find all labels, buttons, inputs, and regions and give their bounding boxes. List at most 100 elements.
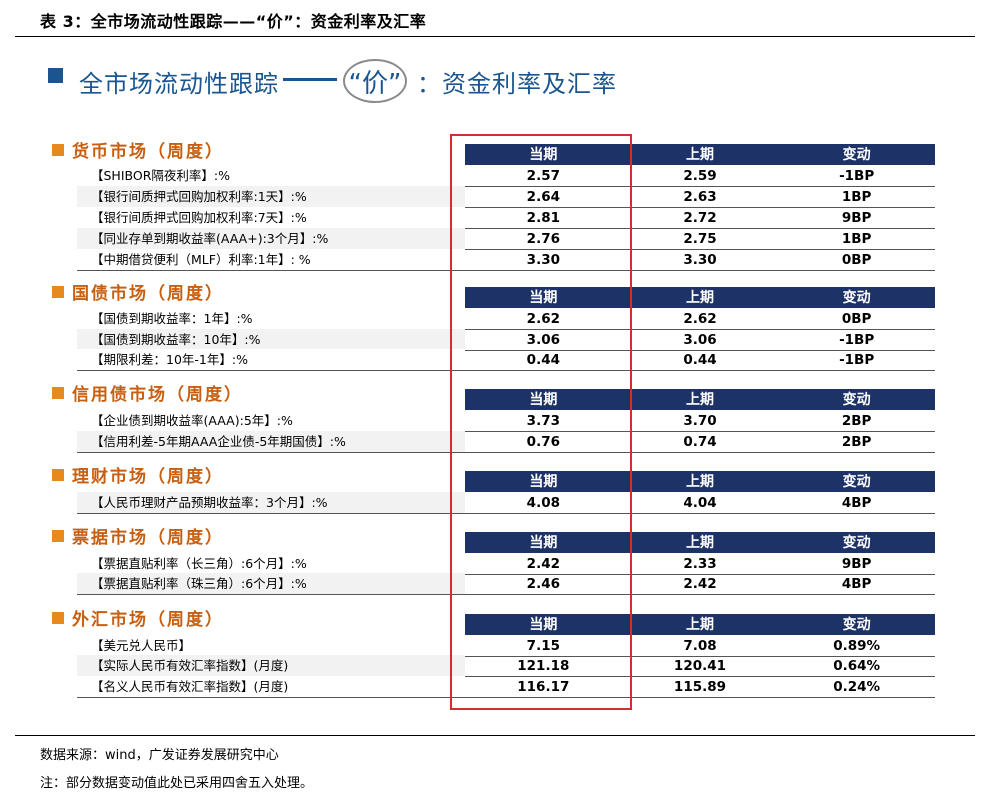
- main-title-part1: 全市场流动性跟踪: [79, 69, 279, 98]
- row-label: 【票据直贴利率（珠三角）:6个月】:%: [77, 573, 465, 594]
- row-current: 3.30: [526, 252, 560, 268]
- row-change: 0.89%: [833, 638, 881, 654]
- row-current: 2.76: [526, 231, 560, 247]
- row-previous: 2.72: [683, 210, 717, 226]
- row-label: 【国债到期收益率：10年】:%: [77, 329, 465, 350]
- data-source: 数据来源：wind，广发证券发展研究中心: [40, 748, 279, 763]
- header-current: 当期: [529, 290, 558, 306]
- row-current: 116.17: [517, 679, 570, 695]
- section-title-money-market: 货币市场（周度）: [52, 137, 224, 162]
- row-previous: 2.75: [683, 231, 717, 247]
- header-current: 当期: [529, 147, 558, 163]
- row-label: 【同业存单到期收益率(AAA+):3个月】:%: [77, 228, 465, 249]
- row-change: 0.24%: [833, 679, 881, 695]
- row-previous: 120.41: [673, 658, 727, 674]
- table-row: 【企业债到期收益率(AAA):5年】:% 3.73 3.70 2BP: [77, 410, 935, 432]
- row-label: 【银行间质押式回购加权利率:1天】:%: [77, 186, 465, 207]
- header-change: 变动: [842, 535, 871, 551]
- section-title-credit-bond-market: 信用债市场（周度）: [52, 380, 243, 405]
- section-bullet-icon: [52, 285, 64, 298]
- row-label: 【期限利差：10年-1年】:%: [77, 349, 465, 370]
- table-row: 【国债到期收益率：10年】:% 3.06 3.06 -1BP: [77, 329, 935, 351]
- header-previous: 上期: [685, 535, 714, 551]
- row-previous: 3.06: [683, 332, 717, 348]
- row-label: 【银行间质押式回购加权利率:7天】:%: [77, 207, 465, 228]
- row-current: 0.44: [526, 352, 560, 368]
- row-label: 【SHIBOR隔夜利率】:%: [77, 165, 465, 186]
- row-change: 9BP: [841, 210, 872, 226]
- table-row: 【票据直贴利率（长三角）:6个月】:% 2.42 2.33 9BP: [77, 553, 935, 575]
- row-change: 0BP: [841, 252, 872, 268]
- header-current: 当期: [529, 392, 558, 408]
- table-header: 当期 上期 变动: [465, 389, 935, 410]
- row-current: 2.81: [526, 210, 560, 226]
- row-previous: 2.59: [683, 168, 717, 184]
- row-change: 2BP: [841, 434, 872, 450]
- header-change: 变动: [842, 147, 871, 163]
- table-row: 【SHIBOR隔夜利率】:% 2.57 2.59 -1BP: [77, 165, 935, 187]
- bottom-rule: [15, 735, 975, 736]
- row-current: 121.18: [517, 658, 570, 674]
- row-change: -1BP: [839, 332, 875, 348]
- row-current: 2.42: [526, 556, 560, 572]
- table-row: 【美元兑人民币】 7.15 7.08 0.89%: [77, 635, 935, 657]
- row-previous: 115.89: [673, 679, 727, 695]
- table-header: 当期 上期 变动: [465, 287, 935, 308]
- section-bullet-icon: [52, 143, 64, 156]
- header-previous: 上期: [685, 474, 714, 490]
- row-current: 4.08: [526, 495, 560, 511]
- section-bullet-icon: [52, 468, 64, 481]
- table-row: 【期限利差：10年-1年】:% 0.44 0.44 -1BP: [77, 349, 935, 371]
- row-change: 4BP: [841, 495, 872, 511]
- table-row: 【国债到期收益率：1年】:% 2.62 2.62 0BP: [77, 308, 935, 330]
- row-change: 1BP: [841, 231, 872, 247]
- header-current: 当期: [529, 474, 558, 490]
- row-current: 2.62: [526, 311, 560, 327]
- table-row: 【实际人民币有效汇率指数】(月度) 121.18 120.41 0.64%: [77, 655, 935, 677]
- title-square-icon: [48, 67, 63, 83]
- section-title-text: 票据市场（周度）: [72, 528, 224, 548]
- row-label: 【企业债到期收益率(AAA):5年】:%: [77, 410, 465, 431]
- row-current: 7.15: [526, 638, 560, 654]
- header-change: 变动: [842, 474, 871, 490]
- row-label: 【实际人民币有效汇率指数】(月度): [77, 655, 465, 676]
- row-current: 2.46: [526, 576, 560, 592]
- header-previous: 上期: [685, 617, 714, 633]
- row-label: 【票据直贴利率（长三角）:6个月】:%: [77, 553, 465, 574]
- section-bullet-icon: [52, 386, 64, 399]
- section-title-text: 国债市场（周度）: [72, 284, 224, 304]
- row-previous: 0.44: [683, 352, 717, 368]
- top-rule: [15, 36, 975, 37]
- section-title-text: 理财市场（周度）: [72, 467, 224, 487]
- header-previous: 上期: [685, 290, 714, 306]
- table-header: 当期 上期 变动: [465, 471, 935, 492]
- section-title-treasury-market: 国债市场（周度）: [52, 279, 224, 304]
- section-title-bill-market: 票据市场（周度）: [52, 523, 224, 548]
- row-current: 3.73: [526, 413, 560, 429]
- footnote: 注：部分数据变动值此处已采用四舍五入处理。: [40, 776, 314, 791]
- table-row: 【信用利差-5年期AAA企业债-5年期国债】:% 0.76 0.74 2BP: [77, 431, 935, 453]
- table-row: 【同业存单到期收益率(AAA+):3个月】:% 2.76 2.75 1BP: [77, 228, 935, 250]
- table-row: 【名义人民币有效汇率指数】(月度) 116.17 115.89 0.24%: [77, 676, 935, 698]
- row-previous: 7.08: [683, 638, 717, 654]
- section-title-wealth-market: 理财市场（周度）: [52, 462, 224, 487]
- row-change: 0.64%: [833, 658, 881, 674]
- row-label: 【信用利差-5年期AAA企业债-5年期国债】:%: [77, 431, 465, 452]
- row-change: -1BP: [839, 352, 875, 368]
- header-previous: 上期: [685, 392, 714, 408]
- row-change: 4BP: [841, 576, 872, 592]
- row-previous: 0.74: [683, 434, 717, 450]
- main-title-circled: “价”: [343, 59, 407, 103]
- section-title-fx-market: 外汇市场（周度）: [52, 605, 224, 630]
- section-bullet-icon: [52, 611, 64, 624]
- section-title-text: 货币市场（周度）: [72, 142, 224, 162]
- row-label: 【国债到期收益率：1年】:%: [77, 308, 465, 329]
- section-title-text: 外汇市场（周度）: [72, 610, 224, 630]
- header-current: 当期: [529, 617, 558, 633]
- table-row: 【人民币理财产品预期收益率：3个月】:% 4.08 4.04 4BP: [77, 492, 935, 514]
- row-previous: 2.42: [683, 576, 717, 592]
- row-current: 2.64: [526, 189, 560, 205]
- header-change: 变动: [842, 290, 871, 306]
- title-dash: [283, 77, 337, 81]
- row-current: 0.76: [526, 434, 560, 450]
